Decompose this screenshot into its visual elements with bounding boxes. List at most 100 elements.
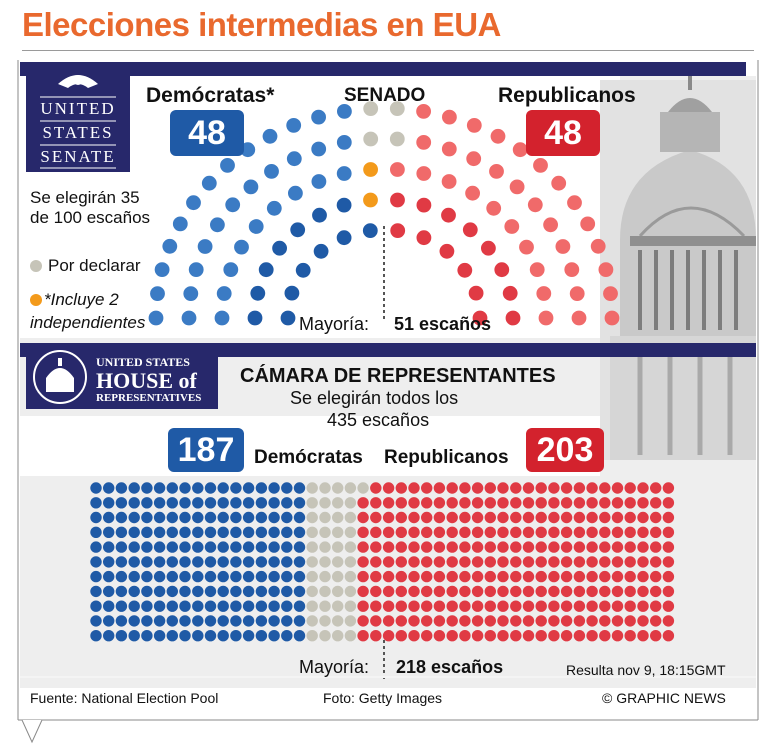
- senate-seat-rep: [486, 200, 502, 216]
- senate-seat-independent: [363, 162, 378, 177]
- senate-elect-line1: Se elegirán 35: [30, 188, 140, 207]
- senate-seat-rep: [529, 262, 545, 277]
- house-seat-rep: [433, 482, 446, 494]
- house-seat-pending: [332, 556, 344, 568]
- senate-seat-rep: [457, 262, 473, 278]
- house-seat-rep: [370, 570, 382, 583]
- house-seat-rep: [611, 600, 624, 612]
- house-seat-dem: [128, 615, 140, 627]
- house-seat-pending: [344, 541, 357, 553]
- house-seat-rep: [497, 526, 509, 538]
- house-seat-rep: [662, 600, 675, 612]
- house-seat-rep: [662, 570, 675, 583]
- house-seat-rep: [395, 482, 407, 494]
- house-seat-dem: [268, 615, 280, 627]
- house-seat-rep: [573, 511, 586, 524]
- house-seat-rep: [357, 615, 369, 627]
- house-seat-rep: [510, 615, 522, 627]
- house-seat-rep: [573, 526, 586, 538]
- house-seat-rep: [586, 482, 598, 494]
- house-seat-rep: [471, 570, 484, 583]
- senate-seat-rep: [416, 230, 432, 246]
- house-seat-dem: [141, 526, 153, 538]
- house-seat-rep: [484, 615, 496, 627]
- house-seat-rep: [370, 511, 382, 524]
- house-seat-rep: [446, 600, 458, 612]
- senate-seat-rep: [416, 135, 432, 150]
- house-seat-dem: [255, 600, 268, 612]
- house-seat-dem: [141, 556, 153, 568]
- house-seat-rep: [560, 511, 573, 524]
- results-timestamp: Resulta nov 9, 18:15GMT: [566, 662, 726, 678]
- senate-seat-dem: [336, 166, 352, 181]
- house-seat-dem: [230, 556, 242, 568]
- house-seat-rep: [522, 570, 535, 583]
- senate-seat-rep: [519, 239, 534, 255]
- house-seat-rep: [611, 570, 624, 583]
- house-seat-dem: [90, 556, 102, 568]
- house-seat-rep: [548, 541, 560, 553]
- house-seat-pending: [344, 526, 357, 538]
- house-seat-rep: [599, 570, 611, 583]
- house-seat-pending: [306, 585, 318, 598]
- house-seat-rep: [382, 570, 395, 583]
- house-seat-pending: [344, 600, 357, 612]
- senate-seat-rep: [490, 128, 506, 144]
- senate-dem-label: Demócratas*: [146, 84, 275, 107]
- house-seat-dem: [242, 482, 255, 494]
- senate-seat-rep: [590, 238, 606, 254]
- senate-seat-dem: [201, 175, 217, 191]
- house-seat-rep: [650, 585, 662, 598]
- house-seat-dem: [204, 600, 217, 612]
- house-seat-rep: [382, 511, 395, 524]
- house-seat-dem: [115, 600, 128, 612]
- house-seat-dem: [204, 497, 217, 509]
- senate-seat-pending: [389, 101, 405, 116]
- house-seat-rep: [446, 482, 458, 494]
- house-seat-dem: [204, 556, 217, 568]
- house-seat-rep: [370, 630, 382, 642]
- senate-seat-rep: [512, 142, 528, 158]
- house-seat-dem: [242, 600, 255, 612]
- house-seat-rep: [446, 541, 458, 553]
- senate-seat-rep: [466, 118, 482, 133]
- house-seat-rep: [484, 556, 496, 568]
- house-seat-rep: [408, 630, 420, 642]
- house-seat-rep: [370, 541, 382, 553]
- house-seat-rep: [650, 497, 662, 509]
- house-seat-dem: [128, 570, 140, 583]
- house-seat-rep: [471, 511, 484, 524]
- source-credit: Fuente: National Election Pool: [30, 690, 219, 706]
- house-seat-dem: [192, 556, 204, 568]
- house-seat-rep: [497, 615, 509, 627]
- house-seat-rep: [662, 497, 675, 509]
- house-rep-count: 203: [526, 428, 604, 472]
- senate-seat-dem: [240, 142, 256, 158]
- house-seat-pending: [332, 630, 344, 642]
- house-seat-dem: [90, 526, 102, 538]
- house-seat-rep: [548, 556, 560, 568]
- house-seat-rep: [408, 600, 420, 612]
- house-seat-rep: [599, 526, 611, 538]
- house-seat-dem: [192, 570, 204, 583]
- house-seat-rep: [459, 541, 471, 553]
- house-seat-rep: [459, 570, 471, 583]
- house-seat-rep: [459, 556, 471, 568]
- house-seat-rep: [586, 600, 598, 612]
- house-seat-rep: [522, 482, 535, 494]
- senate-seat-dem: [311, 109, 326, 125]
- house-seat-rep: [471, 541, 484, 553]
- house-seat-rep: [510, 482, 522, 494]
- house-seat-rep: [573, 541, 586, 553]
- house-seat-dem: [242, 511, 255, 524]
- house-seat-pending: [319, 615, 331, 627]
- house-seat-rep: [586, 556, 598, 568]
- house-seat-dem: [103, 556, 115, 568]
- house-seat-rep: [560, 630, 573, 642]
- house-seat-dem: [115, 556, 128, 568]
- house-seat-rep: [573, 570, 586, 583]
- house-seat-rep: [560, 570, 573, 583]
- house-seat-dem: [204, 570, 217, 583]
- house-seat-rep: [408, 526, 420, 538]
